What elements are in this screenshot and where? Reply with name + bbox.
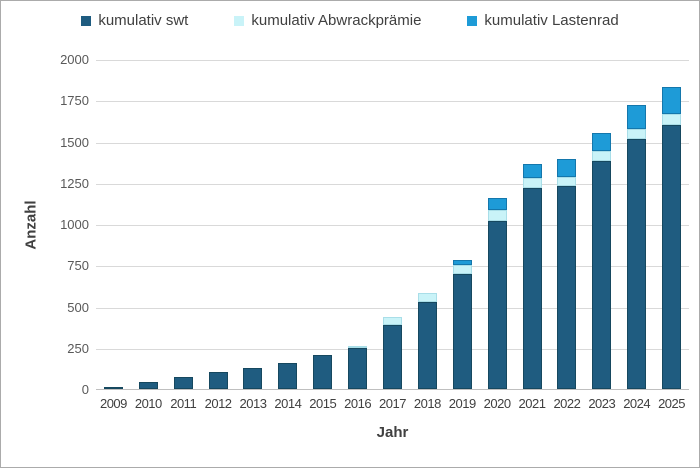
x-tick-label: 2010	[134, 396, 162, 411]
x-tick-label: 2024	[623, 396, 651, 411]
bar-segment	[278, 363, 298, 389]
bar-segment	[313, 355, 333, 389]
x-tick-label: 2011	[170, 396, 197, 411]
y-tick-label: 250	[67, 340, 89, 356]
bar-segment	[383, 317, 402, 325]
bar-segment	[557, 177, 577, 187]
bar-segment	[103, 386, 123, 389]
y-tick-label: 500	[67, 299, 89, 315]
legend-swatch-icon	[467, 15, 478, 26]
bar-segment	[662, 87, 682, 115]
x-axis-line	[96, 389, 689, 390]
bar-segment	[487, 209, 507, 221]
y-tick-label: 750	[67, 258, 89, 274]
bar-2017	[383, 317, 402, 389]
x-tick-label: 2014	[274, 396, 302, 411]
bar-segment	[348, 347, 368, 389]
legend-label: kumulativ Lastenrad	[484, 12, 619, 29]
gridline	[96, 225, 689, 226]
bar-segment	[522, 187, 542, 389]
bar-2022	[557, 158, 577, 389]
bar-segment	[417, 293, 437, 302]
bar-segment	[208, 371, 228, 389]
legend-label: kumulativ swt	[98, 12, 189, 29]
legend-item: kumulativ swt	[81, 12, 188, 29]
bar-segment	[627, 105, 647, 130]
x-tick-label: 2016	[344, 396, 372, 411]
bar-segment	[522, 177, 542, 188]
x-tick-label: 2018	[413, 396, 441, 411]
bar-segment	[452, 260, 472, 266]
gridline	[96, 101, 689, 103]
bar-segment	[557, 186, 577, 389]
y-tick-label: 1250	[60, 175, 89, 191]
gridline	[96, 60, 689, 61]
y-tick-label: 0	[81, 382, 89, 397]
bar-segment	[627, 129, 647, 140]
bar-segment	[487, 220, 507, 389]
x-tick-label: 2009	[99, 396, 127, 411]
x-tick-label: 2012	[204, 396, 232, 411]
legend-swatch-icon	[234, 15, 245, 26]
y-tick-label: 1750	[60, 93, 89, 109]
x-tick-label: 2022	[553, 396, 581, 411]
bar-2013	[243, 367, 263, 389]
x-tick-label: 2017	[379, 396, 406, 411]
bar-segment	[138, 382, 158, 389]
x-tick-label: 2020	[483, 396, 511, 411]
y-tick-label: 2000	[60, 52, 89, 67]
bar-2016	[348, 345, 368, 389]
legend-label: kumulativ Abwrackprämie	[251, 12, 422, 29]
bar-2025	[662, 87, 682, 389]
bar-segment	[557, 158, 577, 177]
bar-2023	[592, 133, 612, 389]
x-tick-label: 2013	[239, 396, 267, 411]
plot-area	[96, 60, 689, 390]
bar-segment	[662, 125, 682, 389]
bar-2020	[487, 198, 507, 389]
x-tick-label: 2023	[588, 396, 616, 411]
bar-segment	[348, 345, 368, 348]
y-tick-label: 1000	[60, 217, 89, 232]
bar-2014	[278, 363, 298, 389]
bar-segment	[522, 163, 542, 178]
bar-segment	[592, 151, 612, 162]
bar-2021	[522, 163, 542, 389]
bar-2011	[173, 377, 193, 389]
legend-swatch-icon	[81, 15, 92, 26]
bar-segment	[173, 377, 193, 389]
bar-segment	[662, 114, 682, 125]
bar-2010	[138, 382, 158, 389]
bar-2009	[103, 386, 123, 389]
bar-segment	[243, 367, 263, 389]
bar-segment	[627, 139, 647, 389]
gridline	[96, 266, 689, 268]
y-tick-label: 1500	[60, 134, 89, 150]
bar-segment	[452, 273, 472, 389]
bar-2019	[452, 260, 472, 389]
x-tick-label: 2019	[448, 396, 476, 411]
legend-item: kumulativ Abwrackprämie	[234, 12, 421, 29]
bar-segment	[383, 324, 402, 389]
bar-2015	[313, 355, 333, 389]
bar-segment	[592, 161, 612, 389]
bar-segment	[417, 301, 437, 389]
x-tick-label: 2021	[518, 396, 546, 411]
gridline	[96, 307, 689, 309]
bar-2024	[627, 105, 647, 389]
bar-2018	[417, 293, 437, 389]
chart-legend: kumulativ swt kumulativ Abwrackprämie kumu…	[1, 12, 699, 29]
x-axis-title: Jahr	[376, 424, 409, 441]
gridline	[96, 142, 689, 144]
legend-item: kumulativ Lastenrad	[467, 12, 619, 29]
x-tick-label: 2025	[658, 396, 685, 411]
bar-segment	[487, 198, 507, 210]
bar-segment	[592, 133, 612, 152]
bar-segment	[452, 265, 472, 274]
x-tick-label: 2015	[309, 396, 337, 411]
bar-2012	[208, 371, 228, 389]
gridline	[96, 183, 689, 185]
